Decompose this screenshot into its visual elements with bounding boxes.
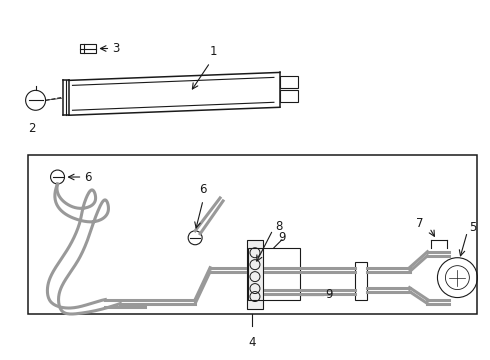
Text: 2: 2: [28, 122, 35, 135]
Text: 4: 4: [248, 336, 256, 350]
Bar: [27, 155, 477, 315]
Text: 7: 7: [416, 217, 423, 230]
Text: 6: 6: [199, 183, 207, 196]
Bar: [280, 90, 298, 102]
Bar: [280, 76, 298, 88]
Bar: [80, 44, 97, 54]
Text: 5: 5: [469, 221, 477, 234]
Text: 9: 9: [325, 288, 332, 301]
Text: 8: 8: [275, 220, 282, 233]
Bar: [247, 240, 263, 310]
Text: 6: 6: [84, 171, 92, 184]
Bar: [248, 248, 300, 300]
Text: 9: 9: [278, 231, 286, 244]
Text: 3: 3: [112, 42, 120, 55]
Bar: [355, 262, 367, 300]
Text: 1: 1: [209, 45, 217, 58]
